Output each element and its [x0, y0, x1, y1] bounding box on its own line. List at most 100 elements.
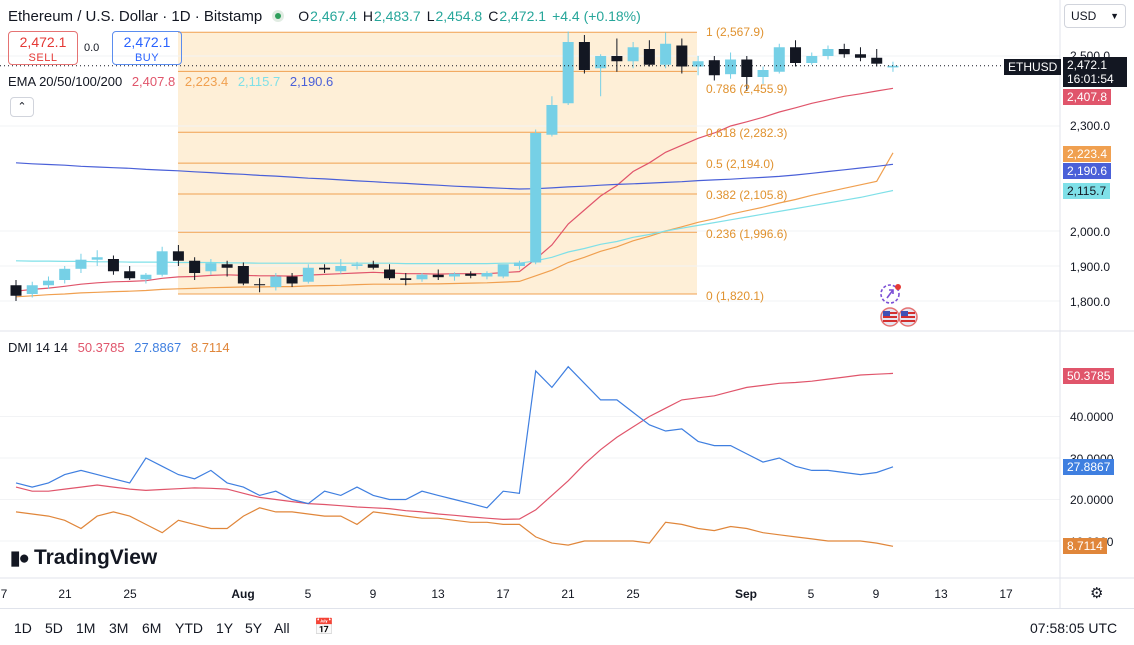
- ema20-tag: 2,407.8: [1063, 89, 1112, 105]
- ema50-tag: 2,223.4: [1063, 146, 1112, 162]
- candle-body: [497, 264, 509, 277]
- dmi-axis-label: 40.0000: [1070, 410, 1114, 424]
- last-price: 2,472.1: [1067, 58, 1108, 72]
- candle-body: [172, 251, 184, 261]
- candle-body: [871, 57, 883, 64]
- last-price-tag: 2,472.1 16:01:54: [1063, 57, 1127, 87]
- chevron-up-icon: ⌃: [17, 101, 27, 113]
- open-value: 2,467.4: [310, 8, 357, 24]
- dmi-legend[interactable]: DMI 14 14 50.3785 27.8867 8.7114: [8, 340, 230, 355]
- period-5d[interactable]: 5D: [45, 620, 63, 636]
- ema100-value: 2,115.7: [237, 74, 281, 89]
- candle-body: [189, 260, 201, 273]
- dmi-legend-label: DMI 14 14: [8, 340, 68, 355]
- time-axis-label: 17: [496, 587, 510, 601]
- ema200-value: 2,190.6: [289, 74, 334, 89]
- time-axis-label: 5: [807, 587, 815, 601]
- candle-body: [854, 54, 866, 58]
- fib-label: 0.382 (2,105.8): [706, 188, 788, 202]
- tradingview-logo: ▮● TradingView: [10, 546, 157, 570]
- candle-body: [432, 274, 444, 278]
- candle-body: [384, 269, 396, 279]
- close-label: C: [488, 8, 499, 24]
- candle-body: [42, 280, 54, 286]
- fib-label: 0.5 (2,194.0): [706, 157, 775, 171]
- economic-events-icon[interactable]: [876, 282, 920, 332]
- time-axis-label: 5: [304, 587, 312, 601]
- dmi-line-adx: [15, 372, 894, 521]
- period-6m[interactable]: 6M: [142, 620, 162, 636]
- candle-body: [302, 267, 314, 282]
- buy-button[interactable]: 2,472.1 BUY: [112, 31, 182, 65]
- symbol-title[interactable]: Ethereum / U.S. Dollar · 1D · Bitstamp: [8, 7, 263, 25]
- minus-di-tag: 8.7114: [1063, 538, 1107, 554]
- price-axis-label: 1,900.0: [1070, 260, 1111, 274]
- sell-button[interactable]: 2,472.1 SELL: [8, 31, 78, 65]
- candle-body: [319, 267, 331, 270]
- candle-body: [75, 259, 87, 269]
- candle-body: [790, 47, 802, 63]
- time-axis-label: Aug: [231, 587, 255, 601]
- period-3m[interactable]: 3M: [109, 620, 129, 636]
- collapse-legend-button[interactable]: ⌃: [10, 97, 34, 117]
- candle-body: [660, 43, 672, 65]
- period-all[interactable]: All: [274, 620, 290, 636]
- adx-value: 50.3785: [77, 340, 125, 355]
- ema-legend-label: EMA 20/50/100/200: [8, 74, 123, 89]
- period-1d[interactable]: 1D: [14, 620, 32, 636]
- high-value: 2,483.7: [373, 8, 421, 24]
- candle-body: [578, 42, 590, 70]
- candle-body: [221, 264, 233, 268]
- period-5y[interactable]: 5Y: [245, 620, 263, 636]
- candle-body: [26, 285, 38, 294]
- time-axis-label: 21: [58, 587, 72, 601]
- clock[interactable]: 07:58:05 UTC: [1030, 620, 1118, 636]
- grid: [0, 55, 1060, 542]
- candle-body: [416, 274, 428, 280]
- candle-body: [725, 59, 737, 75]
- tv-mark-icon: ▮●: [10, 547, 30, 569]
- candle-body: [59, 268, 71, 280]
- time-axis-label: 25: [626, 587, 640, 601]
- time-axis-label: 7: [0, 587, 8, 601]
- period-1y[interactable]: 1Y: [216, 620, 234, 636]
- ema100-tag: 2,115.7: [1063, 183, 1111, 199]
- candle-body: [676, 45, 688, 67]
- logo-text: TradingView: [33, 546, 158, 569]
- settings-gear-icon[interactable]: ⚙: [1090, 585, 1104, 602]
- ema-line-ema-200: [15, 162, 894, 190]
- dmi-axis-label: 20.0000: [1070, 493, 1114, 507]
- candle-body: [822, 49, 834, 56]
- plus-di-value: 27.8867: [134, 340, 182, 355]
- ticker-tag: ETHUSD: [1004, 59, 1062, 75]
- time-axis-label: 9: [369, 587, 377, 601]
- fib-label: 0.786 (2,455.9): [706, 82, 788, 96]
- ema50-value: 2,223.4: [184, 74, 229, 89]
- candle-body: [806, 56, 818, 63]
- market-status-icon: [272, 10, 285, 22]
- dmi-line--di: [15, 507, 894, 547]
- fib-label: 0 (1,820.1): [706, 289, 765, 303]
- low-value: 2,454.8: [435, 8, 483, 24]
- candle-body: [530, 133, 542, 263]
- candle-body: [643, 49, 655, 65]
- period-ytd[interactable]: YTD: [175, 620, 203, 636]
- candle-body: [335, 266, 347, 272]
- pane-separators: [0, 0, 1134, 608]
- candle-body: [627, 47, 639, 62]
- bar-countdown: 16:01:54: [1067, 72, 1114, 86]
- candle-body: [400, 278, 412, 280]
- currency-select[interactable]: USD ▼: [1064, 4, 1126, 28]
- minus-di-value: 8.7114: [190, 340, 230, 355]
- candle-body: [562, 42, 574, 104]
- time-axis-label: 9: [872, 587, 880, 601]
- date-range-calendar-icon[interactable]: 📅: [314, 619, 334, 636]
- candle-body: [481, 273, 493, 277]
- time-axis-label: Sep: [734, 587, 758, 601]
- ema-legend[interactable]: EMA 20/50/100/200 2,407.8 2,223.4 2,115.…: [8, 74, 333, 89]
- price-axis-label: 2,300.0: [1070, 119, 1111, 133]
- time-axis-label: 25: [123, 587, 137, 601]
- period-1m[interactable]: 1M: [76, 620, 96, 636]
- candle-body: [367, 264, 379, 268]
